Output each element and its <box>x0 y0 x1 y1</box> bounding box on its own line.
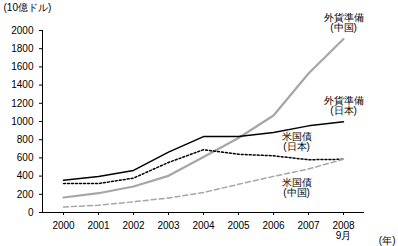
svg-text:(10億ドル): (10億ドル) <box>4 2 52 13</box>
svg-text:2001: 2001 <box>87 220 110 231</box>
svg-text:20089月: 20089月 <box>332 220 355 241</box>
svg-text:外貨準備(日本): 外貨準備(日本) <box>324 95 364 116</box>
svg-text:外貨準備(中国): 外貨準備(中国) <box>324 12 364 33</box>
svg-text:2002: 2002 <box>122 220 145 231</box>
svg-text:200: 200 <box>17 189 34 200</box>
svg-text:1800: 1800 <box>11 43 34 54</box>
svg-text:2000: 2000 <box>11 25 34 36</box>
svg-text:(年): (年) <box>379 235 396 246</box>
svg-text:1000: 1000 <box>11 116 34 127</box>
svg-text:1200: 1200 <box>11 98 34 109</box>
svg-text:0: 0 <box>28 207 34 218</box>
svg-text:2007: 2007 <box>297 220 320 231</box>
svg-text:米国債(日本): 米国債(日本) <box>282 131 312 152</box>
svg-text:米国債(中国): 米国債(中国) <box>282 177 312 198</box>
svg-text:600: 600 <box>17 152 34 163</box>
svg-text:400: 400 <box>17 170 34 181</box>
svg-text:2003: 2003 <box>157 220 180 231</box>
svg-text:2006: 2006 <box>262 220 285 231</box>
svg-text:2004: 2004 <box>192 220 215 231</box>
svg-text:800: 800 <box>17 134 34 145</box>
svg-text:1400: 1400 <box>11 79 34 90</box>
svg-text:2000: 2000 <box>52 220 75 231</box>
svg-text:1600: 1600 <box>11 61 34 72</box>
svg-text:2005: 2005 <box>227 220 250 231</box>
